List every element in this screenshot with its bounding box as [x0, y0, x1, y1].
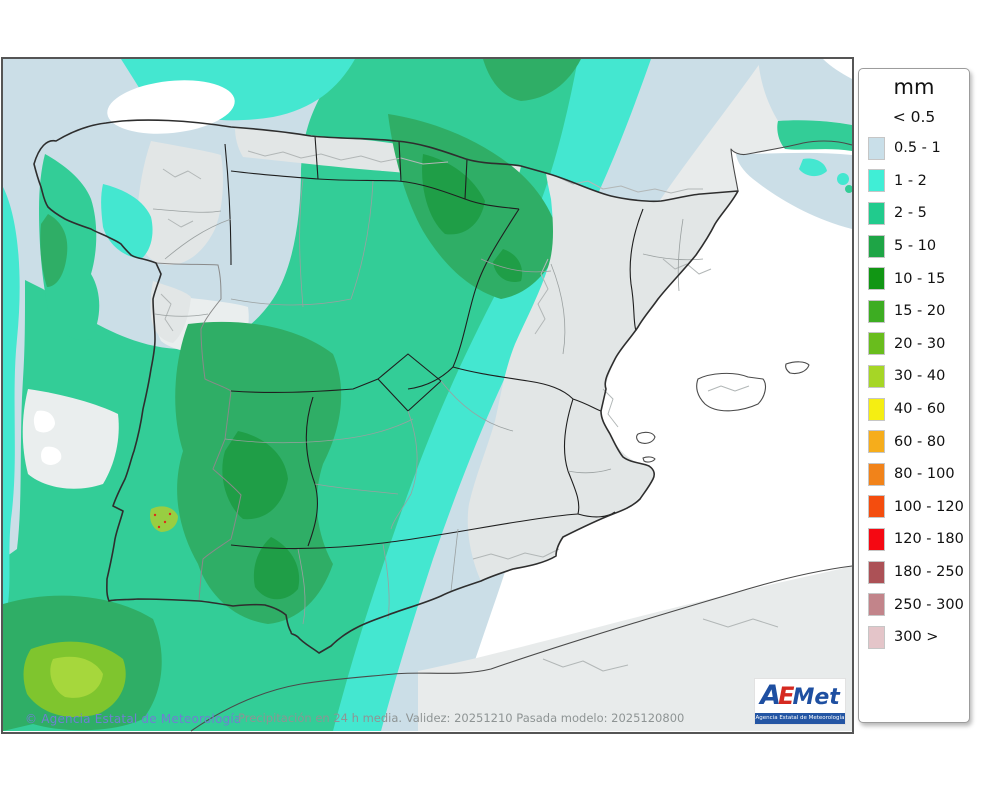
legend-swatch	[868, 201, 885, 225]
legend-swatch	[868, 136, 885, 160]
legend-row: 30 - 40	[859, 360, 969, 393]
legend-panel: mm < 0.5 0.5 - 1 1 - 2 2 - 5 5 - 10 10 - 15 1…	[858, 68, 970, 723]
map-info-text: Precipitación en 24 h media. Validez: 20…	[238, 711, 685, 725]
legend-row: 120 - 180	[859, 523, 969, 556]
legend-range-label: 300 >	[894, 629, 939, 646]
logo-letters-met: Met	[792, 685, 840, 710]
logo-letter-a: A	[760, 680, 782, 711]
legend-range-label: 20 - 30	[894, 335, 946, 352]
legend-swatch	[868, 495, 885, 519]
legend-title: mm	[893, 75, 935, 99]
legend-range-label: 15 - 20	[894, 303, 946, 320]
legend-swatch	[868, 234, 885, 258]
legend-swatch	[868, 430, 885, 454]
legend-swatch	[868, 267, 885, 291]
africa-land	[190, 565, 852, 732]
legend-nodata-label: < 0.5	[892, 108, 936, 126]
legend-row: 60 - 80	[859, 425, 969, 458]
legend-range-label: 60 - 80	[894, 433, 946, 450]
legend-range-label: 2 - 5	[894, 205, 927, 222]
legend-range-label: 250 - 300	[894, 596, 964, 613]
legend-row: 10 - 15	[859, 262, 969, 295]
legend-swatch	[868, 299, 885, 323]
legend-range-label: 5 - 10	[894, 238, 937, 255]
legend-range-label: 100 - 120	[894, 498, 964, 515]
legend-swatch	[868, 593, 885, 617]
legend-swatch	[868, 364, 885, 388]
legend-swatch	[868, 560, 885, 584]
legend-range-label: 180 - 250	[894, 564, 964, 581]
legend-row: 20 - 30	[859, 328, 969, 361]
legend-row: 15 - 20	[859, 295, 969, 328]
legend-row: 80 - 100	[859, 458, 969, 491]
legend-swatch	[868, 169, 885, 193]
legend-row: 180 - 250	[859, 556, 969, 589]
coastlines	[33, 119, 852, 654]
legend-row: 1 - 2	[859, 165, 969, 198]
legend-row: 5 - 10	[859, 230, 969, 263]
terrain-east	[467, 173, 738, 581]
legend-range-label: 40 - 60	[894, 401, 946, 418]
legend-swatch	[868, 332, 885, 356]
legend-range-label: 10 - 15	[894, 270, 946, 287]
legend-swatch	[868, 625, 885, 649]
legend-row: 100 - 120	[859, 491, 969, 524]
legend-swatch	[868, 462, 885, 486]
legend-row: 250 - 300	[859, 588, 969, 621]
legend-range-label: 80 - 100	[894, 466, 955, 483]
logo-letter-e: E	[778, 682, 795, 710]
legend-range-label: 120 - 180	[894, 531, 964, 548]
admin-boundaries	[152, 135, 704, 625]
legend-range-label: 30 - 40	[894, 368, 946, 385]
legend-row: 300 >	[859, 621, 969, 654]
legend-swatch	[868, 527, 885, 551]
legend-rows: 0.5 - 1 1 - 2 2 - 5 5 - 10 10 - 15 15 - 20 20 …	[859, 132, 969, 654]
logo-subtitle: Agencia Estatal de Meteorología	[755, 713, 845, 724]
aemet-logo-wordmark: A E Met	[755, 679, 845, 713]
precipitation-map	[3, 59, 852, 732]
balearic-islands	[636, 361, 810, 463]
map-copyright: © Agencia Estatal de Meteorología	[25, 712, 242, 726]
station-dots	[153, 512, 172, 529]
legend-row: 40 - 60	[859, 393, 969, 426]
legend-range-label: 1 - 2	[894, 172, 927, 189]
mountain-ridges	[160, 150, 779, 672]
legend-row: 2 - 5	[859, 197, 969, 230]
aemet-logo: A E Met Agencia Estatal de Meteorología	[754, 678, 846, 725]
legend-row: 0.5 - 1	[859, 132, 969, 165]
map-container: © Agencia Estatal de Meteorología Precip…	[1, 57, 854, 734]
legend-swatch	[868, 397, 885, 421]
legend-range-label: 0.5 - 1	[894, 140, 941, 157]
